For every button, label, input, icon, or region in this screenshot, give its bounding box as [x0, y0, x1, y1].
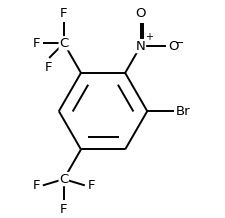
Text: F: F: [44, 61, 52, 74]
Text: F: F: [60, 7, 67, 20]
Text: −: −: [175, 38, 184, 48]
Text: C: C: [59, 37, 68, 50]
Text: Br: Br: [175, 105, 189, 118]
Text: C: C: [59, 37, 68, 50]
Text: F: F: [60, 203, 67, 216]
Text: O: O: [135, 7, 145, 20]
Text: F: F: [87, 179, 94, 192]
Text: F: F: [33, 179, 40, 192]
Text: F: F: [87, 179, 94, 192]
Text: N: N: [135, 40, 145, 53]
Text: O: O: [135, 7, 145, 20]
Text: F: F: [33, 179, 40, 192]
Text: F: F: [33, 37, 40, 50]
Text: O: O: [168, 40, 178, 53]
Text: +: +: [145, 32, 153, 42]
Text: F: F: [60, 203, 67, 216]
Text: F: F: [60, 7, 67, 20]
Text: O: O: [168, 40, 178, 53]
Text: F: F: [33, 37, 40, 50]
Text: C: C: [59, 173, 68, 186]
Text: F: F: [44, 61, 52, 74]
Text: N: N: [135, 40, 145, 53]
Text: C: C: [59, 173, 68, 186]
